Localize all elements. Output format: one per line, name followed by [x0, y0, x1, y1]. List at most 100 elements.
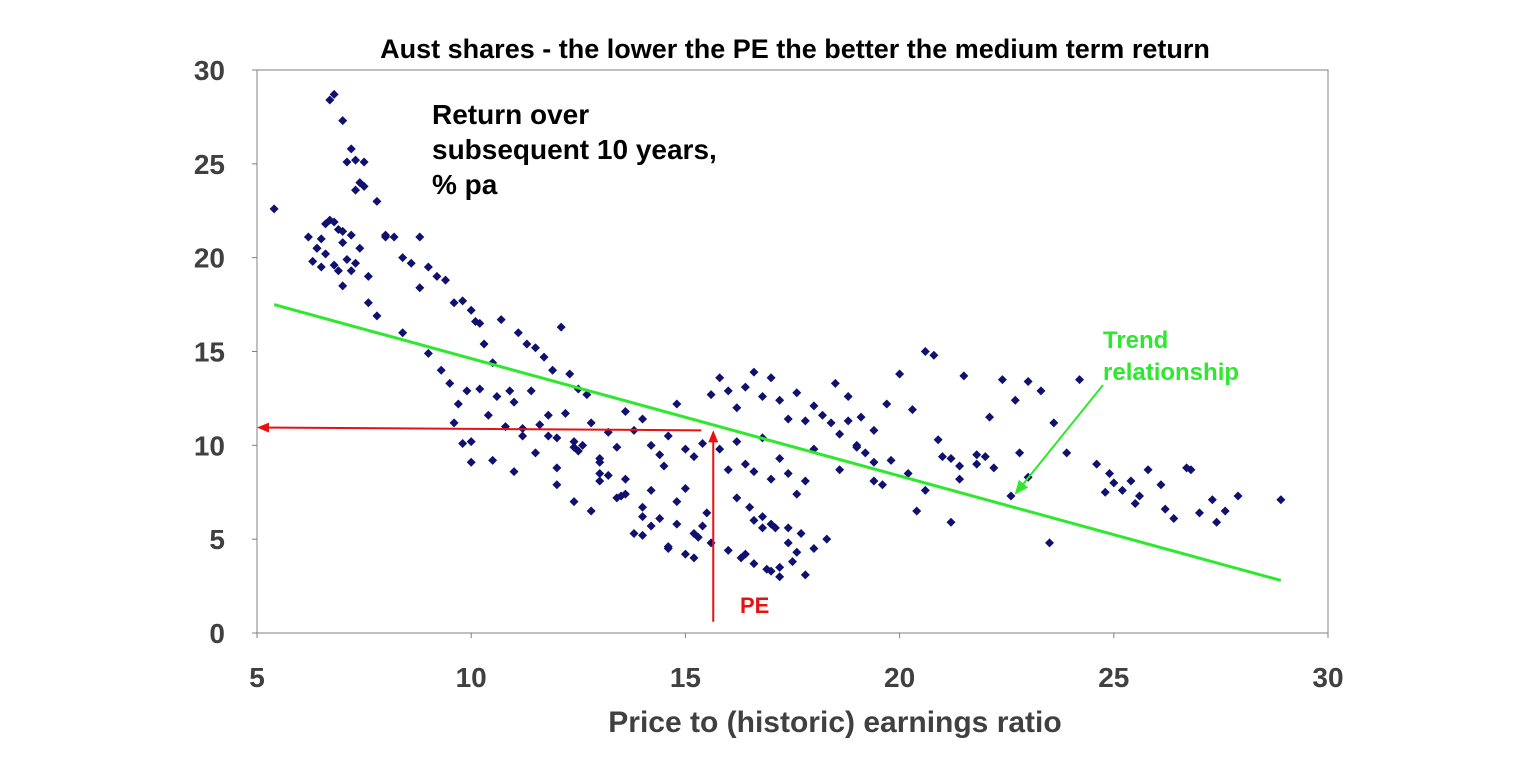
data-point	[766, 519, 776, 529]
data-point	[715, 444, 725, 454]
data-point	[535, 420, 545, 430]
data-point	[886, 455, 896, 465]
data-point	[1015, 448, 1025, 458]
data-point	[603, 470, 613, 480]
data-point	[869, 457, 879, 467]
data-point	[1049, 418, 1059, 428]
data-point	[586, 418, 596, 428]
data-point	[526, 386, 536, 396]
data-point	[689, 452, 699, 462]
data-point	[342, 157, 352, 167]
data-point	[1212, 517, 1222, 527]
data-point	[929, 350, 939, 360]
data-point	[440, 275, 450, 285]
data-point	[672, 497, 682, 507]
data-point	[698, 521, 708, 531]
data-point	[638, 502, 648, 512]
data-point	[638, 414, 648, 424]
data-point	[723, 545, 733, 555]
pe-label: PE	[740, 593, 769, 618]
data-point	[1023, 377, 1033, 387]
data-point	[788, 557, 797, 567]
data-point	[1276, 495, 1286, 505]
data-point	[552, 463, 562, 473]
data-point	[830, 378, 840, 388]
data-point	[492, 392, 502, 402]
y-tick-label: 25	[194, 149, 225, 180]
data-point	[389, 232, 399, 242]
trend-label-line-1: Trend	[1103, 327, 1168, 354]
data-point	[509, 467, 519, 477]
x-tick-label: 15	[670, 662, 701, 693]
data-point	[843, 392, 853, 402]
data-point	[1220, 506, 1230, 516]
data-point	[372, 196, 382, 206]
data-point	[843, 416, 853, 426]
data-point	[693, 532, 703, 542]
data-point	[783, 468, 793, 478]
data-point	[646, 440, 656, 450]
data-point	[423, 262, 433, 272]
data-point	[552, 433, 562, 443]
data-point	[646, 485, 656, 495]
data-point	[749, 467, 759, 477]
data-point	[1092, 459, 1102, 469]
data-point	[359, 181, 369, 191]
data-point	[946, 453, 956, 463]
data-point	[740, 459, 750, 469]
data-point	[749, 367, 759, 377]
y-tick-label: 30	[194, 55, 225, 86]
data-point	[946, 517, 956, 527]
data-point	[689, 553, 699, 563]
data-point	[659, 461, 669, 471]
y-tick-label: 15	[194, 337, 225, 368]
data-point	[1169, 514, 1179, 524]
data-point	[869, 476, 879, 486]
data-point	[329, 89, 339, 99]
data-point	[351, 258, 361, 268]
data-point	[363, 271, 373, 281]
data-point	[792, 489, 802, 499]
data-point	[989, 463, 999, 473]
data-point	[620, 407, 630, 417]
data-point	[1036, 386, 1046, 396]
data-point	[586, 506, 596, 516]
data-point	[406, 258, 416, 268]
data-point	[672, 519, 682, 529]
x-tick-label: 30	[1312, 662, 1343, 693]
data-point	[1233, 491, 1243, 501]
data-point	[470, 316, 480, 326]
data-point	[800, 570, 810, 580]
data-point	[766, 474, 776, 484]
x-tick-label: 20	[884, 662, 915, 693]
data-point	[1045, 538, 1055, 548]
data-point	[449, 418, 459, 428]
data-point	[775, 453, 785, 463]
data-point	[792, 388, 802, 398]
data-point	[1186, 465, 1196, 475]
data-point	[338, 226, 348, 236]
data-point	[835, 465, 845, 475]
data-point	[338, 116, 348, 126]
data-point	[445, 378, 455, 388]
data-point	[458, 438, 468, 448]
x-axis-title: Price to (historic) earnings ratio	[608, 706, 1061, 739]
data-point	[329, 217, 339, 227]
data-point	[997, 375, 1007, 385]
data-point	[826, 418, 836, 428]
data-point	[869, 425, 879, 435]
data-point	[530, 448, 540, 458]
data-point	[775, 395, 785, 405]
data-point	[620, 489, 630, 499]
data-point	[680, 483, 690, 493]
data-point	[706, 538, 716, 548]
x-tick-label: 25	[1098, 662, 1129, 693]
data-point	[483, 410, 493, 420]
data-point	[672, 399, 682, 409]
data-point	[1126, 476, 1136, 486]
data-point	[796, 529, 806, 539]
data-point	[920, 485, 930, 495]
chart-title: Aust shares - the lower the PE the bette…	[380, 34, 1210, 64]
data-point	[1075, 375, 1085, 385]
data-point	[972, 450, 982, 460]
